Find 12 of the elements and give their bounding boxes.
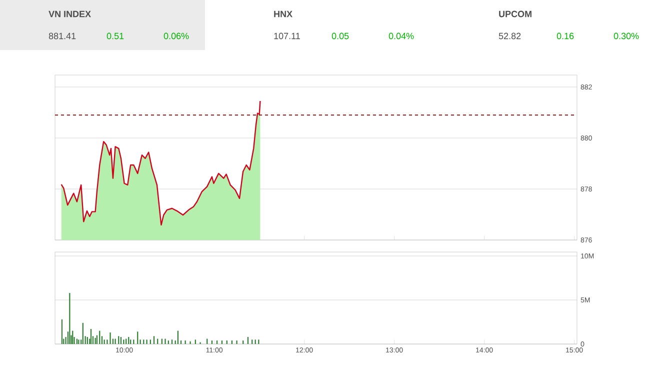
text: 107.11 bbox=[274, 32, 300, 40]
text: 0.30% bbox=[614, 32, 639, 40]
text: VN INDEX bbox=[48, 10, 91, 18]
text: 52.82 bbox=[498, 32, 521, 40]
text: 0.04% bbox=[388, 32, 414, 40]
text: 0.06% bbox=[164, 32, 189, 40]
text: 0.16 bbox=[556, 32, 574, 40]
text: 0.51 bbox=[106, 32, 124, 40]
text: 881.41 bbox=[48, 32, 76, 40]
text: HNX bbox=[274, 10, 292, 18]
text: 0.05 bbox=[332, 32, 349, 40]
text: UPCOM bbox=[499, 10, 532, 18]
